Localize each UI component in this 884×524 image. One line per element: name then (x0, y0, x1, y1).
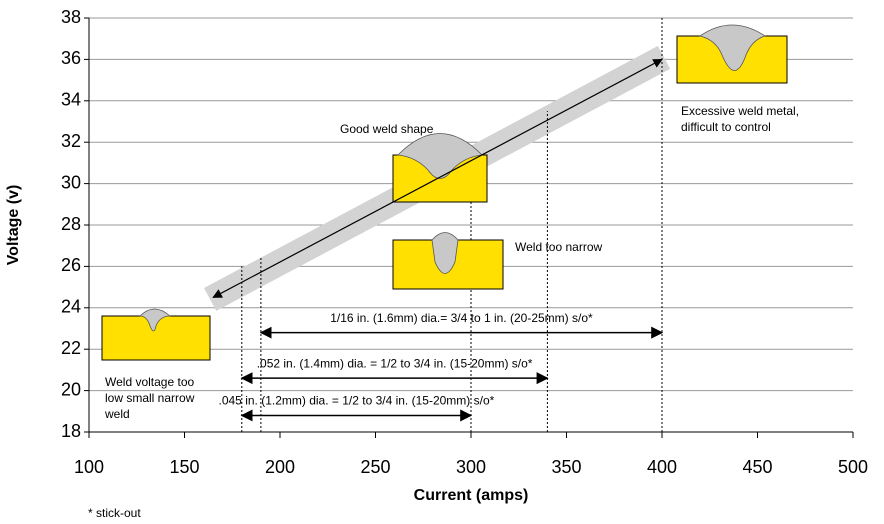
annotation: Good weld shape (340, 122, 434, 136)
x-tick-label: 450 (742, 457, 772, 477)
x-tick-label: 200 (265, 457, 295, 477)
x-tick-label: 150 (169, 457, 199, 477)
y-tick-label: 18 (61, 421, 81, 441)
footnote: * stick-out (88, 506, 141, 520)
range-label: .052 in. (1.4mm) dia. = 1/2 to 3/4 in. (… (257, 356, 533, 370)
y-tick-label: 28 (61, 214, 81, 234)
trend-arrow (212, 58, 663, 298)
y-axis-label: Voltage (v) (5, 185, 22, 266)
y-tick-label: 20 (61, 379, 81, 399)
y-tick-label: 34 (61, 90, 81, 110)
range-label: 1/16 in. (1.6mm) dia.= 3/4 to 1 in. (20-… (330, 311, 593, 325)
x-tick-label: 400 (647, 457, 677, 477)
foreground: 18 20 22 24 26 28 30 32 34 36 38 100 150 200 250 300 350… (61, 7, 868, 477)
y-tick-label: 24 (61, 297, 81, 317)
annotation: Weld too narrow (515, 240, 602, 254)
y-tick-label: 22 (61, 338, 81, 358)
weld-icons (101, 24, 788, 361)
annotation: Weld voltage too (105, 375, 194, 389)
y-tick-label: 38 (61, 7, 81, 27)
range-label: .045 in. (1.2mm) dia. = 1/2 to 3/4 in. (… (219, 394, 495, 408)
x-tick-label: 100 (74, 457, 104, 477)
y-tick-label: 26 (61, 255, 81, 275)
y-tick-label: 36 (61, 48, 81, 68)
annotation: difficult to control (681, 120, 771, 134)
x-tick-label: 350 (551, 457, 581, 477)
annotation: Excessive weld metal, (681, 104, 799, 118)
y-tick-label: 30 (61, 172, 81, 192)
x-tick-label: 500 (838, 457, 868, 477)
annotation: low small narrow (105, 391, 195, 405)
x-tick-label: 250 (360, 457, 390, 477)
y-tick-label: 32 (61, 131, 81, 151)
annotation: weld (104, 407, 130, 421)
x-tick-label: 300 (456, 457, 486, 477)
x-axis-label: Current (amps) (414, 487, 529, 504)
